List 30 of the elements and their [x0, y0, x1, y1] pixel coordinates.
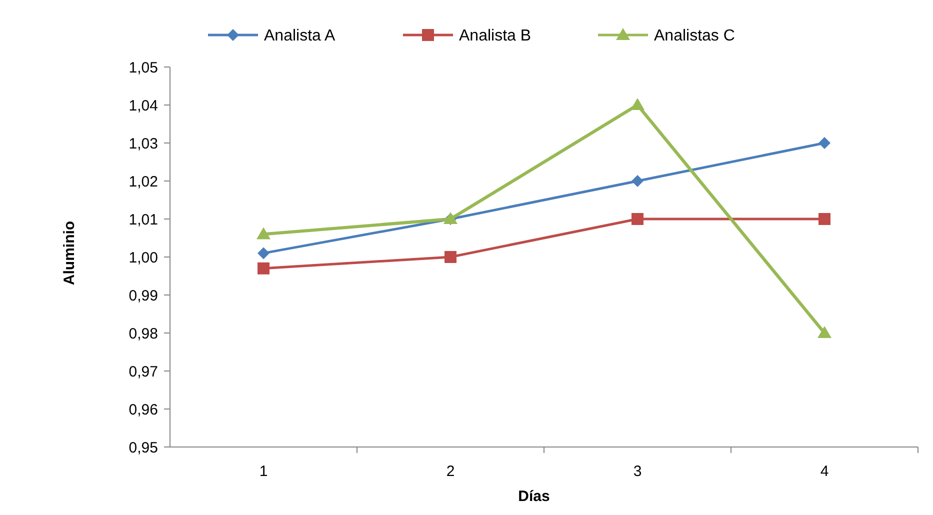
- point: [632, 175, 644, 187]
- point: [818, 326, 832, 338]
- y-tick-label: 0,98: [128, 325, 158, 342]
- x-tick-label: 4: [820, 463, 829, 480]
- y-tick-label: 1,00: [128, 249, 158, 266]
- y-tick-label: 1,04: [128, 97, 158, 114]
- point: [632, 213, 644, 225]
- point: [818, 137, 830, 149]
- x-tick-label: 2: [446, 463, 455, 480]
- x-tick-label: 3: [633, 463, 642, 480]
- y-axis-title: Aluminio: [61, 220, 78, 286]
- point: [444, 251, 456, 263]
- y-tick-label: 1,03: [128, 135, 158, 152]
- point: [256, 227, 270, 240]
- y-tick-label: 0,96: [128, 401, 158, 418]
- x-tick-label: 1: [259, 463, 268, 480]
- y-tick-label: 1,01: [128, 211, 158, 228]
- legend-label: Analista B: [459, 28, 532, 45]
- point: [258, 247, 270, 260]
- legend-label: Analistas C: [654, 28, 735, 45]
- legend-label: Analista A: [264, 28, 336, 45]
- y-tick-label: 1,02: [128, 173, 158, 190]
- y-tick-label: 1,05: [128, 59, 158, 76]
- y-tick-label: 0,97: [128, 363, 158, 380]
- point: [258, 262, 270, 274]
- y-tick-label: 0,95: [128, 439, 158, 456]
- y-tick-label: 0,99: [128, 287, 158, 304]
- point: [818, 213, 830, 225]
- point: [630, 98, 644, 110]
- x-axis-title: Días: [518, 488, 550, 505]
